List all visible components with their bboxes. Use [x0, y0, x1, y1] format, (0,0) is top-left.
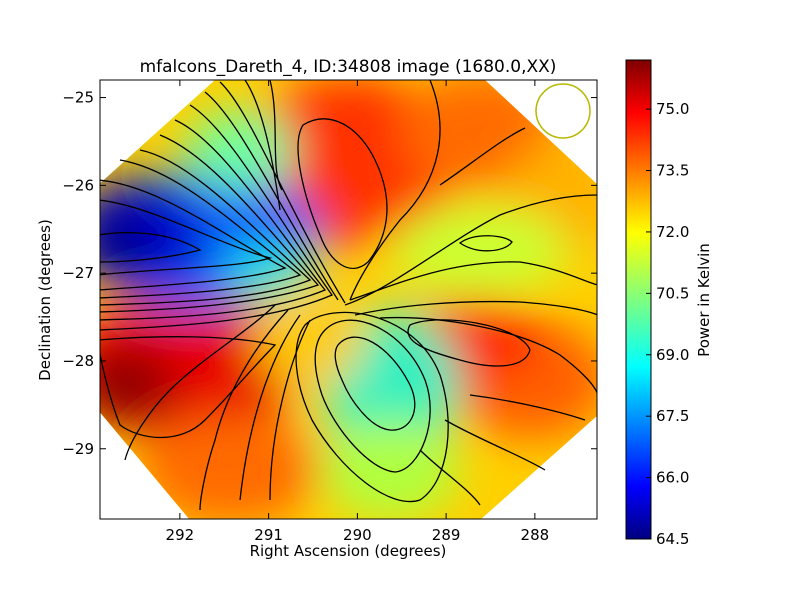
colorbar-tick-label: 72.0	[656, 223, 689, 241]
contour-lines	[100, 80, 597, 511]
plot-frame	[99, 79, 598, 520]
y-tick-label: −29	[62, 440, 94, 458]
x-axis-label: Right Ascension (degrees)	[250, 542, 447, 560]
colorbar-tick-label: 75.0	[656, 100, 689, 118]
colorbar-tick-label: 66.0	[656, 469, 689, 487]
y-axis: −25 −26 −27 −28 −29	[62, 89, 597, 458]
y-tick-label: −25	[62, 89, 94, 107]
y-axis-label: Declination (degrees)	[36, 219, 54, 381]
x-axis: 292 291 290 289 288	[166, 80, 550, 544]
colorbar-axis: 75.0 73.5 72.0 70.5 69.0 67.5 66.0 64.5	[646, 100, 689, 548]
heatmap	[100, 80, 597, 519]
colorbar-label: Power in Kelvin	[695, 243, 713, 357]
colorbar	[625, 59, 652, 540]
colorbar-tick-label: 64.5	[656, 530, 689, 548]
y-tick-label: −27	[62, 264, 94, 282]
chart-title: mfalcons_Dareth_4, ID:34808 image (1680.…	[140, 57, 557, 77]
x-tick-label: 289	[432, 526, 461, 544]
colorbar-tick-label: 69.0	[656, 346, 689, 364]
beam-circle	[535, 83, 591, 139]
x-tick-label: 290	[343, 526, 372, 544]
colorbar-tick-label: 67.5	[656, 407, 689, 425]
x-tick-label: 292	[166, 526, 195, 544]
colorbar-tick-label: 73.5	[656, 162, 689, 180]
x-tick-label: 288	[521, 526, 550, 544]
colorbar-tick-label: 70.5	[656, 284, 689, 302]
y-tick-label: −26	[62, 176, 94, 194]
x-tick-label: 291	[254, 526, 283, 544]
y-tick-label: −28	[62, 352, 94, 370]
